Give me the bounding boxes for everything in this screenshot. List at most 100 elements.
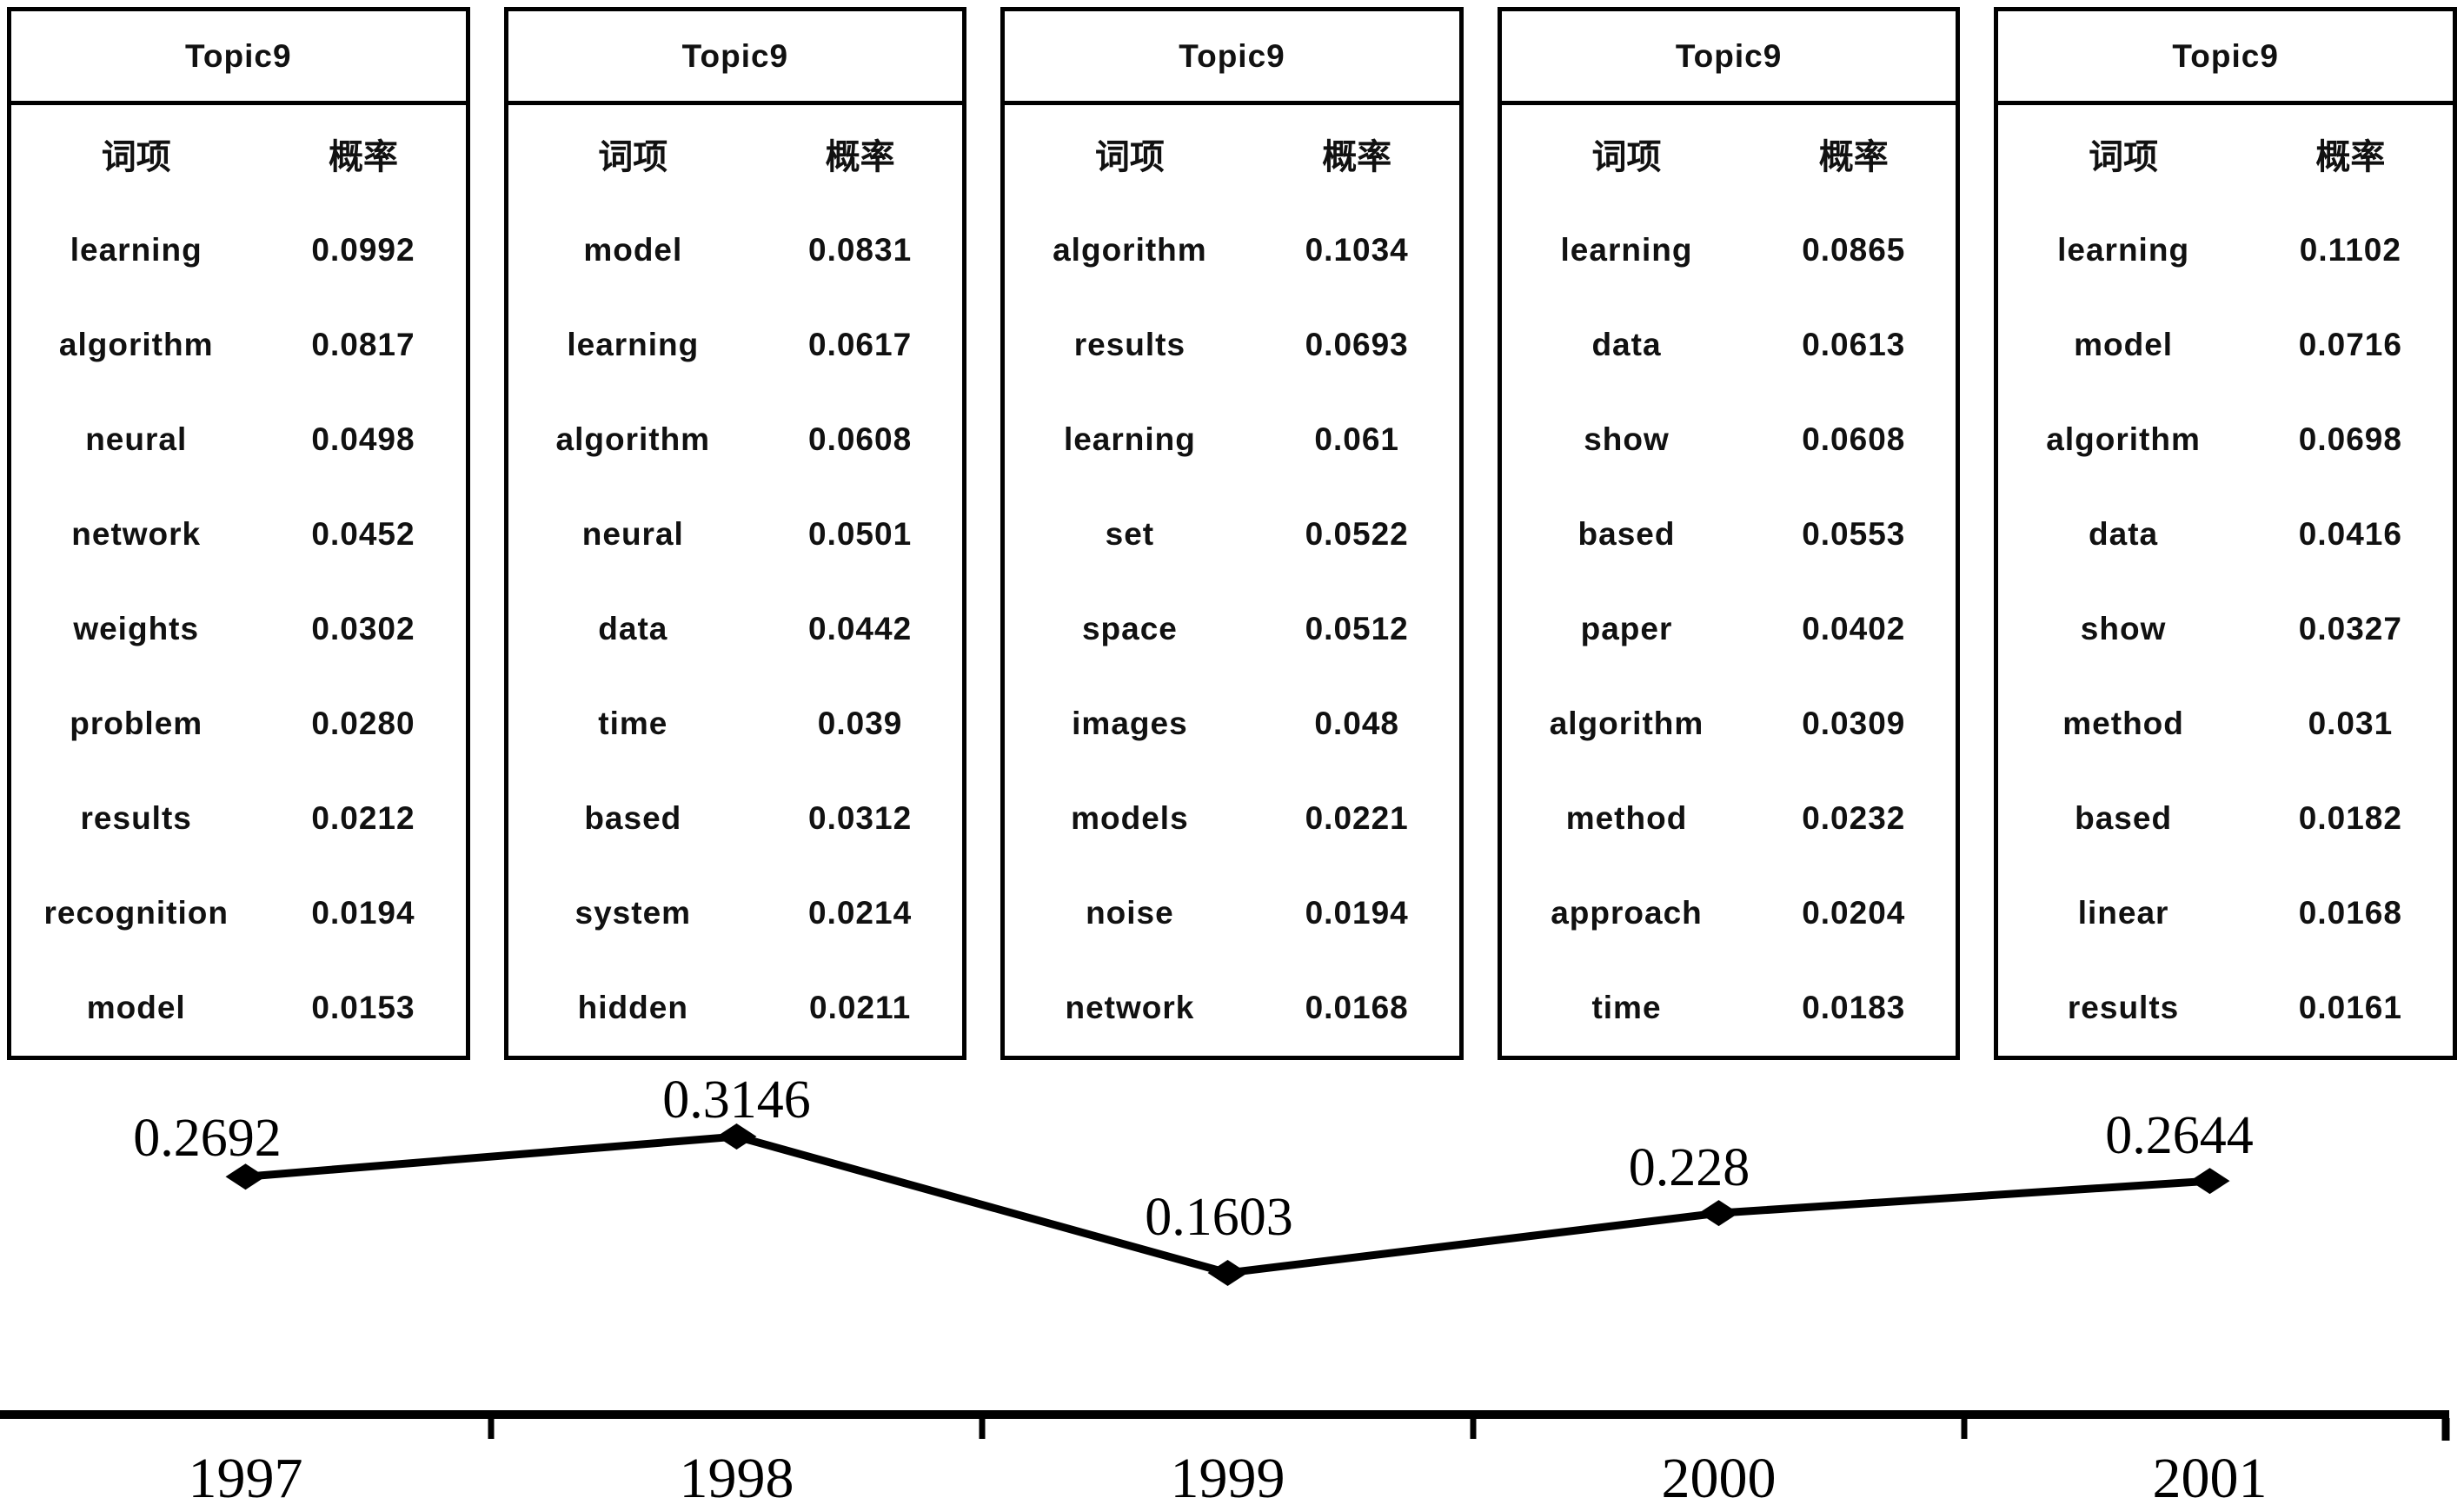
probability-cell: 0.0498 xyxy=(311,421,415,457)
probability-cell: 0.0608 xyxy=(1802,421,1906,457)
table-row: show 0.0608 xyxy=(1502,392,1956,487)
table-row: model 0.0716 xyxy=(1998,297,2453,392)
table-row: time 0.039 xyxy=(508,676,963,771)
term-cell: learning xyxy=(1560,231,1693,268)
probability-cell: 0.0865 xyxy=(1802,231,1906,268)
probability-cell: 0.0416 xyxy=(2298,515,2402,552)
table-title: Topic9 xyxy=(1501,11,1956,105)
term-cell: results xyxy=(2067,989,2180,1025)
table-row: algorithm 0.0608 xyxy=(508,392,963,487)
term-cell: based xyxy=(1577,515,1676,552)
table-row: learning 0.0865 xyxy=(1502,202,1956,297)
probability-cell: 0.0168 xyxy=(1305,989,1409,1025)
column-header-probability: 概率 xyxy=(1322,138,1392,176)
term-cell: algorithm xyxy=(1053,231,1207,268)
data-point-label: 0.3146 xyxy=(662,1070,811,1130)
term-cell: based xyxy=(584,799,682,836)
table-row: data 0.0442 xyxy=(508,581,963,676)
probability-cell: 0.0182 xyxy=(2298,799,2402,836)
table-row: results 0.0693 xyxy=(1005,297,1459,392)
table-row: neural 0.0498 xyxy=(11,392,466,487)
probability-cell: 0.0716 xyxy=(2298,326,2402,362)
table-title: Topic9 xyxy=(508,11,963,105)
term-cell: model xyxy=(583,231,683,268)
table-row: results 0.0212 xyxy=(11,771,466,865)
x-tick-label: 1999 xyxy=(1171,1447,1285,1510)
term-cell: problem xyxy=(70,705,203,741)
column-header-term: 词项 xyxy=(598,138,668,176)
table-row: algorithm 0.0817 xyxy=(11,297,466,392)
term-cell: data xyxy=(598,610,668,646)
table-row: system 0.0214 xyxy=(508,865,963,960)
column-header-term: 词项 xyxy=(101,138,171,176)
term-cell: model xyxy=(2074,326,2174,362)
probability-cell: 0.0817 xyxy=(311,326,415,362)
data-point-label: 0.2644 xyxy=(2105,1106,2254,1165)
table-row: weights 0.0302 xyxy=(11,581,466,676)
probability-cell: 0.0211 xyxy=(809,989,912,1025)
x-tick-label: 1998 xyxy=(680,1447,794,1510)
term-cell: show xyxy=(2080,610,2167,646)
term-cell: learning xyxy=(567,326,700,362)
term-cell: data xyxy=(1591,326,1662,362)
term-cell: network xyxy=(1065,989,1195,1025)
probability-cell: 0.0194 xyxy=(311,894,415,931)
table-row: problem 0.0280 xyxy=(11,676,466,771)
table-row: model 0.0831 xyxy=(508,202,963,297)
data-point-marker xyxy=(716,1123,757,1150)
table-title: Topic9 xyxy=(1998,11,2453,105)
table-row: learning 0.061 xyxy=(1005,392,1459,487)
table-row: algorithm 0.0698 xyxy=(1998,392,2453,487)
table-row: based 0.0312 xyxy=(508,771,963,865)
table-title: Topic9 xyxy=(11,11,466,105)
probability-cell: 0.0693 xyxy=(1305,326,1409,362)
term-cell: algorithm xyxy=(58,326,214,362)
term-cell: approach xyxy=(1551,894,1703,931)
probability-cell: 0.0992 xyxy=(311,231,415,268)
term-cell: learning xyxy=(70,231,203,268)
x-tick-label: 2001 xyxy=(2153,1447,2268,1510)
table-row: algorithm 0.1034 xyxy=(1005,202,1459,297)
table-row: time 0.0183 xyxy=(1502,960,1956,1055)
topic-table: Topic9 词项 概率 learning 0.0865 data 0.0613 show 0.… xyxy=(1497,7,1961,1060)
table-row: approach 0.0204 xyxy=(1502,865,1956,960)
table-row: algorithm 0.0309 xyxy=(1502,676,1956,771)
term-cell: show xyxy=(1584,421,1670,457)
term-cell: images xyxy=(1072,705,1188,741)
column-header-term: 词项 xyxy=(2089,138,2159,176)
table-row: linear 0.0168 xyxy=(1998,865,2453,960)
term-cell: based xyxy=(2075,799,2173,836)
probability-cell: 0.0194 xyxy=(1305,894,1409,931)
term-cell: noise xyxy=(1086,894,1174,931)
probability-cell: 0.0698 xyxy=(2298,421,2402,457)
data-point-label: 0.228 xyxy=(1629,1138,1750,1197)
probability-cell: 0.039 xyxy=(817,705,903,741)
term-cell: models xyxy=(1071,799,1189,836)
table-header-row: 词项 概率 xyxy=(11,105,466,202)
topic-table: Topic9 词项 概率 learning 0.1102 model 0.0716 algor… xyxy=(1994,7,2457,1060)
column-header-term: 词项 xyxy=(1094,138,1165,176)
topic-table: Topic9 词项 概率 algorithm 0.1034 results 0.0693 le… xyxy=(1000,7,1464,1060)
probability-cell: 0.0608 xyxy=(808,421,913,457)
table-header-row: 词项 概率 xyxy=(508,105,963,202)
table-row: paper 0.0402 xyxy=(1502,581,1956,676)
probability-cell: 0.1102 xyxy=(2299,231,2401,268)
probability-cell: 0.1034 xyxy=(1305,231,1409,268)
probability-cell: 0.0153 xyxy=(311,989,415,1025)
term-cell: weights xyxy=(73,610,200,646)
probability-cell: 0.0221 xyxy=(1305,799,1409,836)
table-row: based 0.0553 xyxy=(1502,487,1956,581)
probability-cell: 0.0183 xyxy=(1802,989,1906,1025)
probability-cell: 0.0831 xyxy=(808,231,913,268)
probability-cell: 0.0501 xyxy=(808,515,913,552)
column-header-probability: 概率 xyxy=(1818,138,1889,176)
table-title: Topic9 xyxy=(1005,11,1459,105)
probability-cell: 0.0212 xyxy=(311,799,415,836)
term-cell: neural xyxy=(581,515,684,552)
probability-cell: 0.0302 xyxy=(311,610,415,646)
column-header-probability: 概率 xyxy=(825,138,895,176)
term-cell: algorithm xyxy=(555,421,711,457)
table-row: learning 0.0992 xyxy=(11,202,466,297)
probability-cell: 0.0442 xyxy=(808,610,913,646)
